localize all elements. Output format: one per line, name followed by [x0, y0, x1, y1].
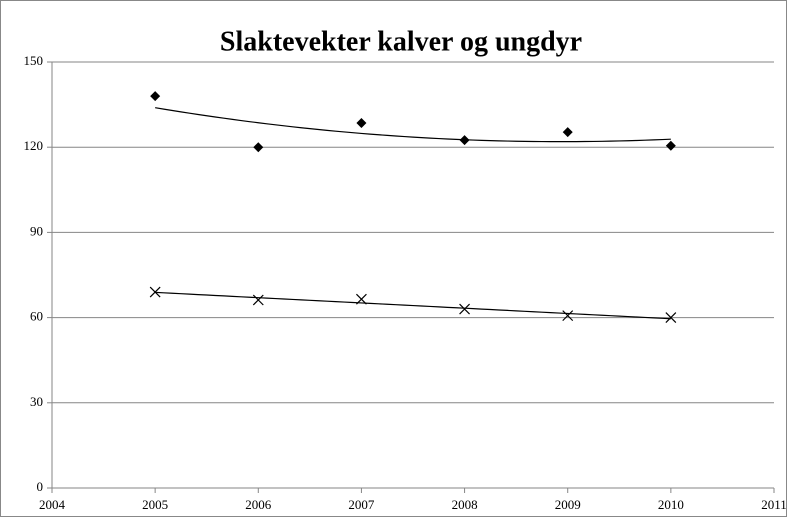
- point: [459, 135, 470, 146]
- point: [253, 142, 264, 153]
- point: [252, 294, 264, 306]
- point: [150, 91, 161, 102]
- point: [665, 312, 677, 324]
- point: [356, 293, 367, 305]
- x-tick-label: 2009: [555, 497, 581, 512]
- y-tick-label: 0: [37, 479, 44, 494]
- x-tick-label: 2010: [658, 497, 684, 512]
- point: [562, 310, 574, 322]
- x-tick-label: 2004: [39, 497, 66, 512]
- x-tick-label: 2005: [142, 497, 168, 512]
- x-tick-label: 2007: [348, 497, 375, 512]
- x-tick-label: 2011: [761, 497, 787, 512]
- point: [356, 118, 367, 129]
- y-tick-label: 30: [30, 394, 43, 409]
- x-tick-label: 2006: [245, 497, 272, 512]
- chart-title: Slaktevekter kalver og ungdyr: [220, 26, 582, 57]
- point: [665, 140, 676, 151]
- x-tick-label: 2008: [452, 497, 478, 512]
- trendline: [155, 107, 671, 143]
- y-tick-label: 120: [24, 138, 44, 153]
- point: [459, 303, 470, 315]
- point: [562, 127, 573, 138]
- y-tick-label: 150: [24, 53, 44, 68]
- point: [149, 286, 161, 298]
- trendline: [155, 291, 671, 320]
- y-tick-label: 60: [30, 309, 43, 324]
- y-tick-label: 90: [30, 223, 43, 238]
